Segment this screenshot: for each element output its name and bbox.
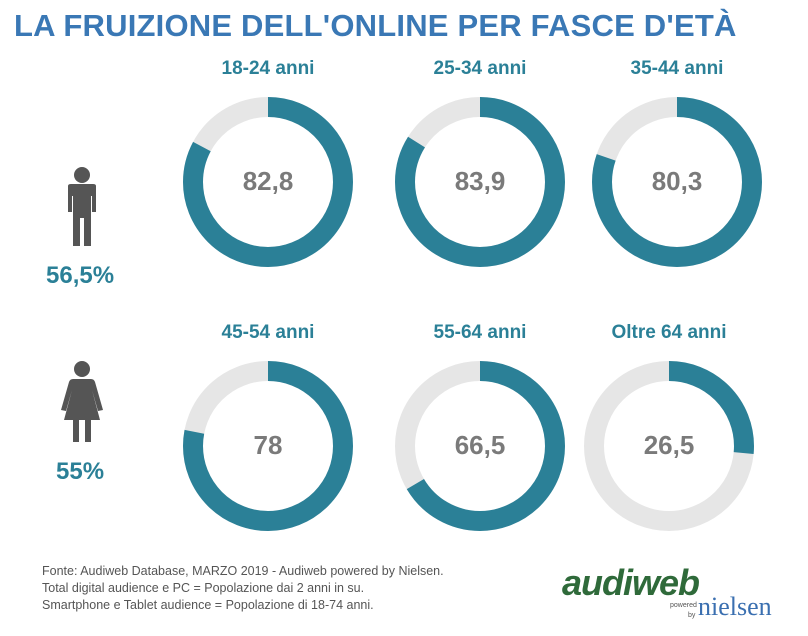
footnote-line-1: Fonte: Audiweb Database, MARZO 2019 - Au…	[42, 564, 444, 578]
age-group-label: 45-54 anni	[221, 322, 315, 343]
donut-value-label: 78	[253, 430, 283, 460]
age-group-label: 35-44 anni	[630, 58, 724, 79]
donut-chart: 55-64 anni 66,5	[394, 322, 566, 532]
age-group-label: 18-24 anni	[221, 58, 315, 79]
audiweb-nielsen-logo: audiweb powered by nielsen	[548, 562, 798, 628]
donut-value-label: 26,5	[643, 430, 695, 460]
donut-value-arc	[592, 97, 762, 267]
donut-svg	[183, 97, 353, 267]
female-icon	[61, 361, 103, 442]
donut-chart: 25-34 anni 83,9	[394, 58, 566, 268]
donut-value-label: 80,3	[651, 166, 703, 196]
female-figure	[42, 360, 122, 449]
male-figure	[42, 166, 122, 253]
female-percent: 55%	[56, 458, 105, 485]
male-percent: 56,5%	[46, 262, 115, 289]
donut-chart: 35-44 anni 80,3	[591, 58, 763, 268]
donut-chart: 45-54 anni 78	[182, 322, 354, 532]
donut-value-arc	[183, 97, 353, 267]
donut-svg	[395, 97, 565, 267]
footnote: Fonte: Audiweb Database, MARZO 2019 - Au…	[42, 563, 444, 614]
donut-chart: Oltre 64 anni 26,5	[583, 322, 755, 532]
donut-svg	[592, 97, 762, 267]
page-title: LA FRUIZIONE DELL'ONLINE PER FASCE D'ETÀ	[14, 8, 737, 43]
donut-value-label: 66,5	[454, 430, 506, 460]
audiweb-wordmark: audiweb	[562, 562, 700, 603]
logo-by-text: by	[688, 612, 696, 619]
age-group-label: Oltre 64 anni	[611, 322, 727, 343]
age-group-label: 55-64 anni	[433, 322, 527, 343]
donut-svg	[395, 361, 565, 531]
donut-value-arc	[395, 97, 565, 267]
logo-powered-text: powered	[670, 602, 697, 609]
donut-value-arc	[584, 361, 754, 531]
footnote-line-3: Smartphone e Tablet audience = Popolazio…	[42, 598, 374, 612]
age-group-label: 25-34 anni	[433, 58, 527, 79]
footnote-line-2: Total digital audience e PC = Popolazion…	[42, 581, 365, 595]
donut-value-label: 82,8	[242, 166, 294, 196]
male-icon	[68, 167, 96, 246]
nielsen-wordmark: nielsen	[698, 592, 772, 621]
donut-svg	[584, 361, 754, 531]
donut-value-arc	[395, 361, 565, 531]
donut-chart: 18-24 anni 82,8	[182, 58, 354, 268]
donut-value-arc	[183, 361, 353, 531]
donut-svg	[183, 361, 353, 531]
donut-value-label: 83,9	[454, 166, 506, 196]
